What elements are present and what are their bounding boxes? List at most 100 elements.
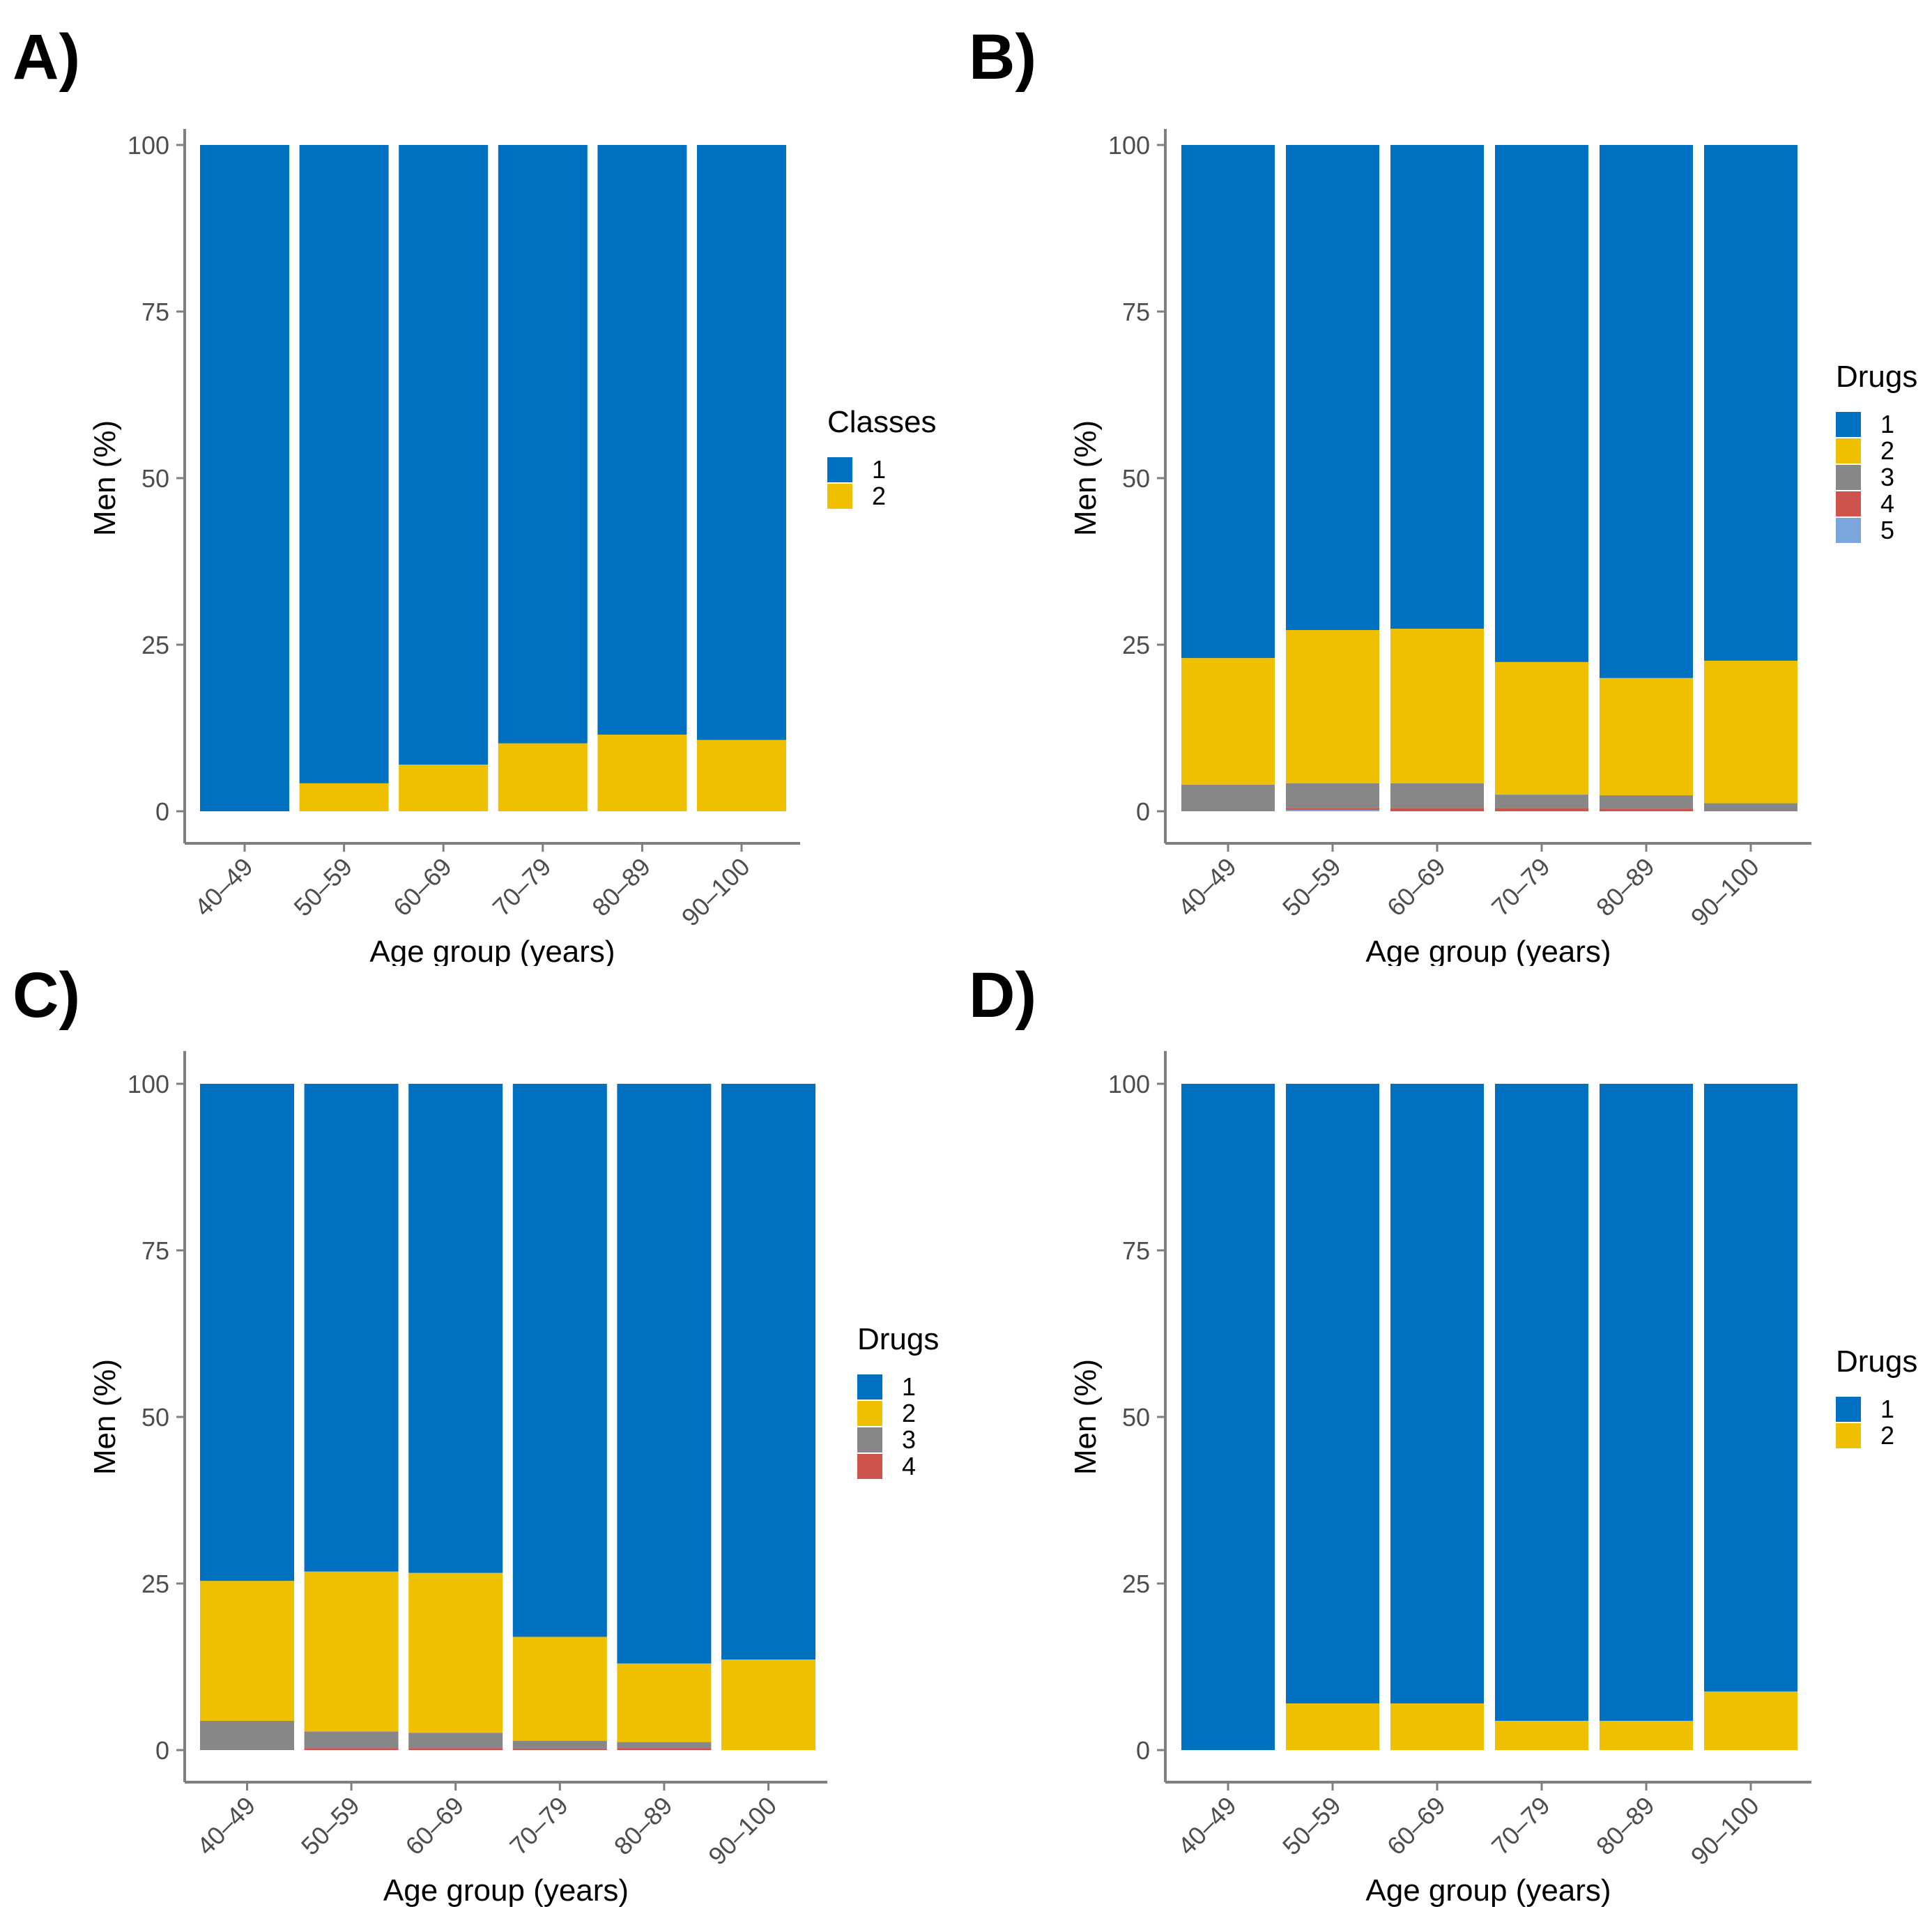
- legend-key-1: [827, 457, 852, 482]
- y-tick-label: 75: [1122, 298, 1150, 326]
- y-tick-label: 100: [1108, 1070, 1150, 1098]
- bar-segment-series-3: [1704, 803, 1797, 811]
- bar-segment-series-2: [299, 783, 389, 811]
- y-tick-label: 100: [128, 131, 169, 160]
- legend-label-2: 2: [902, 1399, 916, 1427]
- y-tick-label: 50: [1122, 1403, 1150, 1432]
- bar-segment-series-3: [1181, 784, 1275, 811]
- bar-segment-series-1: [498, 145, 588, 744]
- bar-segment-series-4: [1286, 808, 1379, 811]
- legend-key-2: [1836, 438, 1861, 463]
- legend-label-4: 4: [1880, 489, 1894, 518]
- panel-label-a: A): [13, 22, 81, 93]
- bar-segment-series-1: [597, 145, 687, 735]
- bar-segment-series-2: [1600, 1720, 1693, 1750]
- bar-segment-series-2: [1286, 1703, 1379, 1750]
- bar-segment-series-1: [1600, 1084, 1693, 1721]
- legend-key-3: [857, 1427, 882, 1452]
- bar-segment-series-4: [1495, 808, 1588, 811]
- y-axis-title: Men (%): [88, 420, 122, 536]
- x-tick-label: 90–100: [1685, 852, 1765, 932]
- bar-segment-series-1: [1181, 1084, 1275, 1750]
- bar-segment-series-4: [512, 1749, 607, 1750]
- y-tick-label: 50: [141, 464, 169, 493]
- legend: Drugs 12: [1836, 1344, 1917, 1450]
- y-tick-label: 50: [1122, 464, 1150, 493]
- legend-key-1: [1836, 412, 1861, 437]
- bar-segment-series-1: [1286, 145, 1379, 630]
- bar-segment-series-2: [1286, 629, 1379, 783]
- panel-label-c: C): [13, 960, 81, 1031]
- x-tick-label: 60–69: [1381, 852, 1451, 922]
- bar-segment-series-1: [1390, 1084, 1484, 1704]
- legend-label-5: 5: [1880, 516, 1894, 544]
- bar-segment-series-1: [408, 1084, 503, 1573]
- bars: [200, 1084, 815, 1750]
- bar-segment-series-4: [1390, 808, 1484, 811]
- x-tick-label: 80–89: [1590, 1791, 1660, 1861]
- y-tick-label: 100: [1108, 131, 1150, 160]
- bar-segment-series-2: [721, 1659, 815, 1750]
- bar-segment-series-2: [1181, 658, 1275, 785]
- y-axis-title: Men (%): [1068, 420, 1103, 536]
- bar-segment-series-2: [304, 1571, 399, 1732]
- bar-segment-series-1: [1600, 145, 1693, 678]
- bar-segment-series-2: [1704, 660, 1797, 804]
- x-tick-label: 90–100: [703, 1791, 782, 1871]
- bar-segment-series-1: [200, 1084, 294, 1581]
- x-axis-title: Age group (years): [1365, 1873, 1611, 1908]
- x-tick-label: 40–49: [1172, 1791, 1242, 1861]
- legend-label-3: 3: [902, 1425, 916, 1454]
- y-tick-label: 0: [1136, 1736, 1150, 1765]
- legend-label-2: 2: [872, 482, 886, 510]
- x-tick-label: 80–89: [586, 852, 656, 922]
- legend-key-2: [827, 484, 852, 509]
- bar-segment-series-4: [408, 1748, 503, 1750]
- legend-label-1: 1: [1880, 410, 1894, 438]
- x-tick-label: 50–59: [296, 1791, 365, 1861]
- legend-label-1: 1: [1880, 1395, 1894, 1423]
- chart-panel-c: 0 25 50 75 100 40–49 50–59 60–69 70–79 80–89 90–10…: [88, 1051, 939, 1908]
- x-tick-label: 60–69: [1381, 1791, 1451, 1861]
- legend-label-2: 2: [1880, 1421, 1894, 1450]
- x-tick-label: 50–59: [1277, 852, 1347, 922]
- chart-panel-d: 0 25 50 75 100 40–49 50–59 60–69 70–79 80–89 90–10…: [1068, 1051, 1917, 1908]
- bar-segment-series-1: [1704, 1084, 1797, 1692]
- bar-segment-series-5: [1286, 810, 1379, 811]
- bar-segment-series-2: [408, 1572, 503, 1733]
- legend-key-1: [1836, 1397, 1861, 1422]
- bar-segment-series-3: [1600, 795, 1693, 809]
- y-tick-label: 100: [128, 1070, 169, 1098]
- bar-segment-series-3: [1390, 783, 1484, 808]
- bar-segment-series-1: [697, 145, 786, 740]
- x-axis-title: Age group (years): [383, 1873, 629, 1908]
- legend-title: Drugs: [1836, 1344, 1917, 1379]
- legend-label-1: 1: [902, 1372, 916, 1401]
- x-axis-title: Age group (years): [1365, 935, 1611, 966]
- x-tick-label: 60–69: [400, 1791, 470, 1861]
- legend-key-4: [1836, 491, 1861, 516]
- y-tick-label: 0: [155, 1736, 169, 1765]
- legend-label-3: 3: [1880, 463, 1894, 491]
- y-axis-title: Men (%): [88, 1359, 122, 1475]
- y-tick-label: 25: [141, 631, 169, 659]
- bar-segment-series-2: [1495, 661, 1588, 795]
- x-tick-label: 70–79: [1486, 852, 1556, 922]
- x-tick-label: 60–69: [388, 852, 457, 922]
- bar-segment-series-1: [617, 1084, 712, 1664]
- bars: [1181, 1084, 1797, 1750]
- bars: [200, 145, 786, 811]
- x-tick-label: 80–89: [1590, 852, 1660, 922]
- legend-label-4: 4: [902, 1452, 916, 1480]
- legend-title: Drugs: [857, 1322, 939, 1356]
- bar-segment-series-3: [512, 1740, 607, 1749]
- bar-segment-series-1: [1181, 145, 1275, 659]
- y-tick-label: 0: [1136, 797, 1150, 826]
- bar-segment-series-1: [1495, 145, 1588, 662]
- x-tick-label: 50–59: [288, 852, 358, 922]
- bar-segment-series-1: [1286, 1084, 1379, 1704]
- legend-key-4: [857, 1454, 882, 1479]
- bar-segment-series-1: [299, 145, 389, 783]
